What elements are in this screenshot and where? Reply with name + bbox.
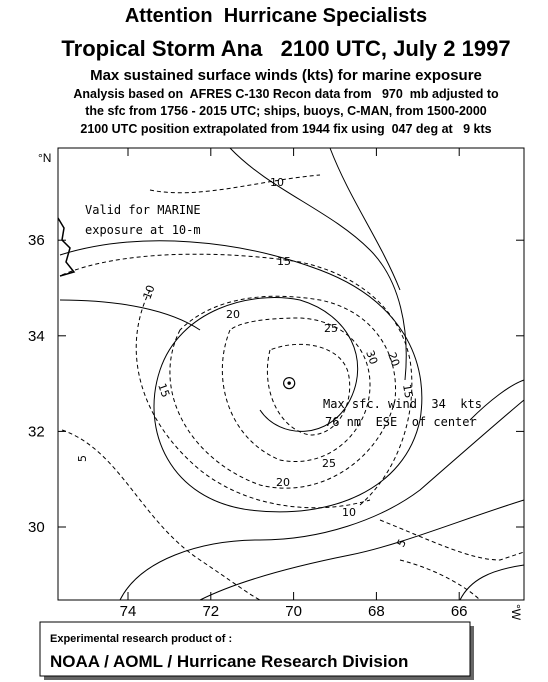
note: the sfc from 1756 - 2015 UTC; ships, buo… [85, 104, 487, 118]
note: Analysis based on AFRES C-130 Recon data… [73, 87, 499, 101]
max-wind-note: 76 nm ESE of center [325, 415, 477, 429]
valid-note: exposure at 10-m [85, 223, 201, 237]
contour-label: 20 [276, 476, 290, 489]
coast [57, 217, 76, 277]
max-wind-note: Max sfc. wind 34 kts [323, 397, 482, 411]
footer-line: NOAA / AOML / Hurricane Research Divisio… [50, 652, 408, 671]
lon-label: 72 [202, 603, 219, 620]
lon-label: 74 [120, 603, 137, 620]
contour-label: 25 [322, 457, 336, 470]
note: 2100 UTC position extrapolated from 1944… [80, 122, 491, 136]
contour-label: 10 [270, 176, 284, 189]
contour-label: 15 [277, 255, 291, 268]
lon-label: 70 [285, 603, 302, 620]
lat-label: 30 [28, 519, 45, 536]
streamlines [59, 147, 525, 601]
contour-label: 10 [342, 506, 356, 519]
lat-label: 36 [28, 232, 45, 249]
lon-unit: °W [509, 604, 523, 621]
footer-line: Experimental research product of : [50, 633, 232, 645]
lat-unit: °N [38, 151, 51, 165]
title: Attention Hurricane Specialists [125, 5, 427, 27]
contour-label: 10 [141, 283, 158, 301]
lat-label: 32 [28, 423, 45, 440]
contour-label: 5 [76, 455, 89, 462]
valid-note: Valid for MARINE [85, 203, 201, 217]
map-frame [57, 147, 525, 601]
contour-label: 20 [226, 308, 240, 321]
storm: Tropical Storm Ana 2100 UTC, July 2 1997 [61, 36, 510, 61]
isotachs [61, 174, 525, 601]
footer-box [39, 621, 471, 677]
contour-label: 5 [394, 537, 409, 550]
contour-label: 20 [385, 351, 402, 369]
lat-label: 34 [28, 328, 45, 345]
lon-label: 66 [451, 603, 468, 620]
subtitle: Max sustained surface winds (kts) for ma… [90, 67, 482, 84]
contour-label: 25 [324, 322, 338, 335]
contour-label: 15 [155, 382, 172, 400]
lon-label: 68 [368, 603, 385, 620]
contour-label: 15 [400, 383, 415, 399]
contour-label: 30 [363, 349, 380, 367]
storm-symbol: ☉ [282, 376, 296, 393]
